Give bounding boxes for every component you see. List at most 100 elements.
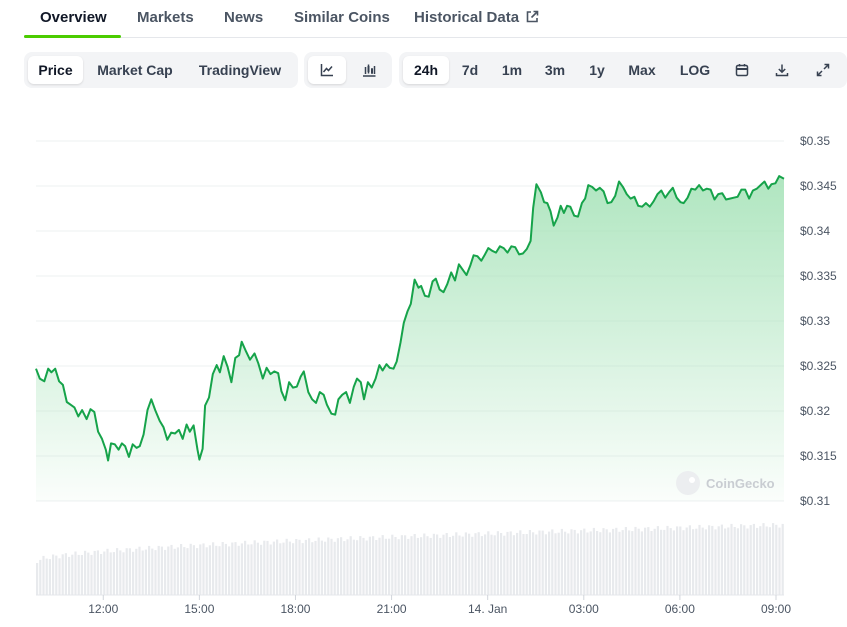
volume-bar <box>68 556 71 595</box>
volume-bar <box>52 554 55 595</box>
volume-bar <box>36 563 39 595</box>
volume-bar <box>442 534 445 595</box>
tab-similar-coins[interactable]: Similar Coins <box>294 9 390 26</box>
volume-bar <box>103 551 106 595</box>
volume-bar <box>663 529 666 595</box>
volume-bar <box>327 537 330 595</box>
log-scale-button[interactable]: LOG <box>679 62 711 78</box>
volume-bar <box>714 529 717 595</box>
volume-bar <box>192 545 195 595</box>
y-tick-label: $0.345 <box>800 179 837 193</box>
volume-bar <box>634 526 637 595</box>
volume-bar <box>128 548 131 595</box>
calendar-button[interactable] <box>725 56 759 84</box>
volume-bar <box>528 530 531 595</box>
volume-bar <box>240 543 243 595</box>
volume-bar <box>647 527 650 595</box>
price-button[interactable]: Price <box>28 56 83 84</box>
range-3m[interactable]: 3m <box>544 62 566 78</box>
price-chart[interactable]: $0.35 $0.345 $0.34 $0.335 $0.33 $0.325 $0.32 $0… <box>0 96 847 627</box>
volume-bar <box>458 535 461 595</box>
volume-bar <box>637 528 640 595</box>
volume-bar <box>340 537 343 595</box>
volume-bar <box>621 530 624 595</box>
volume-bar <box>109 552 112 595</box>
candlestick-chart-button[interactable] <box>350 56 388 84</box>
volume-bar <box>218 546 221 595</box>
volume-bar <box>154 550 157 595</box>
volume-bar <box>432 533 435 595</box>
range-1m[interactable]: 1m <box>501 62 523 78</box>
tab-markets[interactable]: Markets <box>137 9 194 26</box>
volume-bar <box>384 538 387 595</box>
volume-bar <box>224 543 227 595</box>
line-chart-button[interactable] <box>308 56 346 84</box>
volume-bar <box>189 543 192 595</box>
volume-bar <box>228 546 231 595</box>
fullscreen-button[interactable] <box>806 56 840 84</box>
range-24h[interactable]: 24h <box>403 56 449 84</box>
volume-bar <box>493 535 496 595</box>
volume-bar <box>762 523 765 595</box>
range-max[interactable]: Max <box>628 62 656 78</box>
volume-bar <box>628 530 631 595</box>
main-tabs: Overview Markets News Similar Coins Hist… <box>24 0 847 38</box>
volume-bar <box>170 544 173 595</box>
time-range-toggle: 24h 7d 1m 3m 1y Max LOG <box>399 52 847 88</box>
download-button[interactable] <box>765 56 799 84</box>
tab-news[interactable]: News <box>224 9 264 26</box>
volume-bar <box>160 546 163 595</box>
volume-bar <box>266 540 269 595</box>
volume-bar <box>397 539 400 595</box>
volume-bar <box>276 539 279 595</box>
volume-bar <box>381 535 384 595</box>
volume-bar <box>583 528 586 595</box>
volume-bar <box>650 531 653 595</box>
volume-bar <box>541 530 544 595</box>
volume-bar <box>480 536 483 595</box>
tab-historical-data[interactable]: Historical Data <box>414 9 539 26</box>
tab-overview[interactable]: Overview <box>40 9 107 26</box>
volume-bar <box>455 532 458 595</box>
volume-bar <box>58 558 61 595</box>
volume-bar <box>138 546 141 595</box>
range-7d[interactable]: 7d <box>461 62 479 78</box>
volume-bar <box>474 533 477 595</box>
volume-bar <box>119 550 122 595</box>
volume-bar <box>720 524 723 595</box>
volume-bar <box>724 528 727 595</box>
market-cap-button[interactable]: Market Cap <box>97 62 173 78</box>
volume-bar <box>151 548 154 595</box>
volume-bar <box>234 542 237 595</box>
x-tick-label: 09:00 <box>761 602 791 616</box>
volume-bar <box>538 530 541 595</box>
range-1y[interactable]: 1y <box>589 62 605 78</box>
volume-bar <box>74 551 77 595</box>
volume-bar <box>100 554 103 595</box>
volume-bar <box>349 536 352 595</box>
active-tab-underline <box>24 35 121 38</box>
x-tick-label: 12:00 <box>88 602 118 616</box>
volume-bar <box>416 537 419 595</box>
volume-bar <box>183 547 186 595</box>
volume-bar <box>167 546 170 595</box>
volume-bar <box>125 548 128 595</box>
volume-bar <box>560 528 563 595</box>
volume-bar <box>672 530 675 595</box>
volume-bar <box>519 530 522 595</box>
volume-bar <box>199 544 202 595</box>
tradingview-button[interactable]: TradingView <box>198 62 282 78</box>
volume-bar <box>596 531 599 595</box>
tab-historical-data-label: Historical Data <box>414 9 520 26</box>
volume-bar <box>208 545 211 595</box>
volume-bar <box>388 538 391 595</box>
volume-bar <box>775 524 778 595</box>
volume-bar <box>253 540 256 595</box>
volume-bar <box>164 549 167 595</box>
volume-bar <box>644 527 647 595</box>
volume-bar <box>602 528 605 595</box>
volume-bar <box>410 536 413 595</box>
volume-bar <box>618 531 621 595</box>
fullscreen-icon <box>816 63 830 77</box>
volume-bar <box>695 528 698 595</box>
